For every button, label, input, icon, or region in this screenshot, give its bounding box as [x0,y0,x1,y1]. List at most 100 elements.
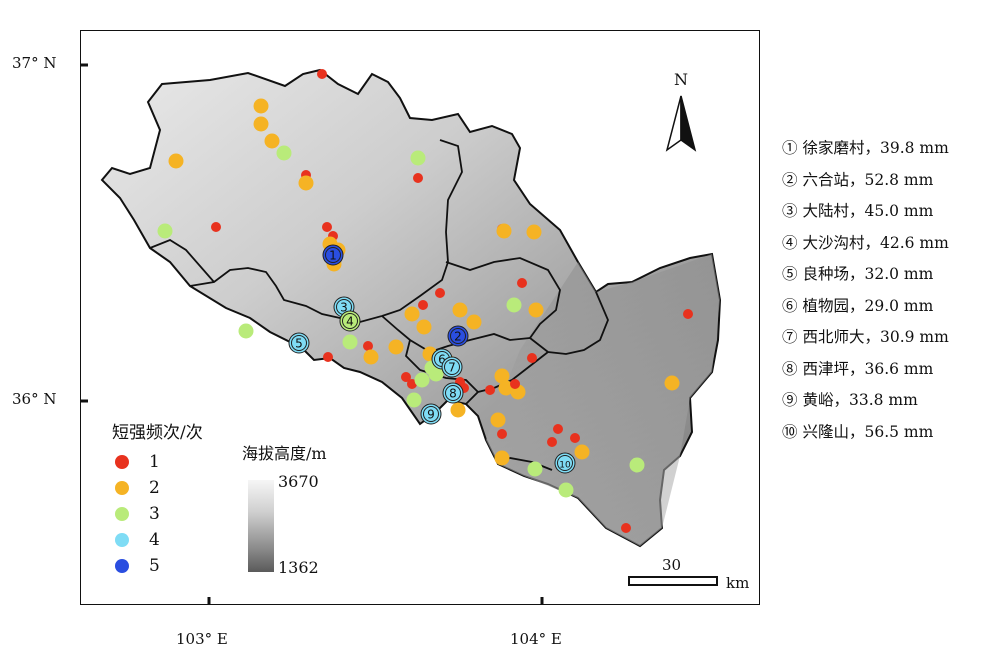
station-markers: 1 2 34 5 67 89 10 [288,244,576,474]
station-value: 29.0 mm [864,296,934,315]
station-marker-label: 8 [449,387,457,401]
legend-item-4: 4 [112,527,203,553]
station-symbol: ⑨ [782,391,798,409]
elevation-max: 3670 [278,472,319,491]
legend-dot-4 [115,533,129,547]
rain-point [621,523,631,533]
station-row: ⑤ 良种场，32.0 mm [782,265,934,283]
rain-point [157,223,173,239]
station-marker-label: 2 [454,330,462,344]
station-symbol: ⑤ [782,265,798,283]
station-name: 大沙沟村 [802,233,865,252]
station-symbol: ⑦ [782,328,798,346]
rain-point [410,150,426,166]
station-name: 西津坪 [802,359,849,378]
elevation-legend: 海拔高度/m 3670 1362 [242,440,327,577]
rain-point [490,412,506,428]
rain-point [510,379,520,389]
rain-point [494,368,510,384]
station-marker-5: 5 [288,332,310,354]
station-value: 56.5 mm [864,422,934,441]
station-name: 大陆村 [802,202,849,220]
rain-point [406,392,422,408]
station-marker-label: 4 [346,315,354,329]
north-label: N [674,70,688,89]
rain-point [413,173,423,183]
rain-point [342,334,358,350]
station-marker-8: 8 [442,382,464,404]
rain-point [418,300,428,310]
station-row: ⑧ 西津坪，36.6 mm [782,359,934,378]
station-symbol: ⑧ [782,359,798,378]
rain-point [558,482,574,498]
station-marker-2: 2 [447,325,469,347]
rain-point [363,349,379,365]
rain-point [253,98,269,114]
station-marker-label: 6 [438,353,446,367]
station-marker-label: 7 [448,361,456,375]
rain-point [322,222,332,232]
county-boundaries [149,139,609,471]
station-symbol: ③ [782,202,798,220]
lon-label-103: 103° E [176,630,228,648]
station-marker-label: 3 [340,301,348,315]
rain-point [298,175,314,191]
rain-point [494,450,510,466]
legend-label-3: 3 [149,504,160,524]
station-value: 30.9 mm [879,328,949,346]
legend-label-1: 1 [149,452,160,472]
rain-point [517,278,527,288]
rain-point [547,437,557,447]
legend-dot-3 [115,507,129,521]
legend-dot-1 [115,455,129,469]
station-marker-label: 10 [559,461,571,471]
rain-point [497,429,507,439]
rain-point [414,372,430,388]
rain-point [388,339,404,355]
rain-points [157,69,693,533]
station-row: ① 徐家磨村，39.8 mm [782,139,949,157]
rain-point [574,444,590,460]
station-value: 42.6 mm [879,233,949,252]
lat-label-37: 37° N [12,54,57,72]
station-symbol: ① [782,139,798,157]
rain-point [466,314,482,330]
legend-item-2: 2 [112,475,203,501]
station-row: ⑨ 黄峪，33.8 mm [782,391,918,409]
station-name: 黄峪 [802,391,834,409]
scale-bar-graphic [628,576,718,586]
station-value: 36.6 mm [864,359,934,378]
legend-item-1: 1 [112,449,203,475]
station-marker-label: 1 [329,249,337,263]
rain-point [629,457,645,473]
rain-point [323,352,333,362]
scale-value: 30 [662,556,682,574]
legend-item-5: 5 [112,553,203,579]
rain-point [416,319,432,335]
station-marker-label: 9 [427,408,435,422]
rain-point [450,402,466,418]
station-row: ② 六合站，52.8 mm [782,170,934,189]
rain-point [276,145,292,161]
rain-point [527,353,537,363]
rain-point [452,302,468,318]
rain-point [683,309,693,319]
rain-point [363,341,373,351]
station-name: 兴隆山 [802,422,849,441]
rain-point [553,424,563,434]
rain-point [168,153,184,169]
rain-point [211,222,221,232]
scale-unit: km [726,574,750,592]
rain-point [485,385,495,395]
legend-dot-2 [115,481,129,495]
station-value: 33.8 mm [848,391,918,409]
station-name: 西北师大 [802,328,865,346]
station-symbol: ④ [782,233,798,252]
rain-point [664,375,680,391]
station-row: ⑦ 西北师大，30.9 mm [782,328,949,346]
elevation-legend-title: 海拔高度/m [242,444,327,463]
rain-point [401,372,411,382]
legend-label-5: 5 [149,556,160,576]
station-marker-10: 10 [554,452,576,474]
